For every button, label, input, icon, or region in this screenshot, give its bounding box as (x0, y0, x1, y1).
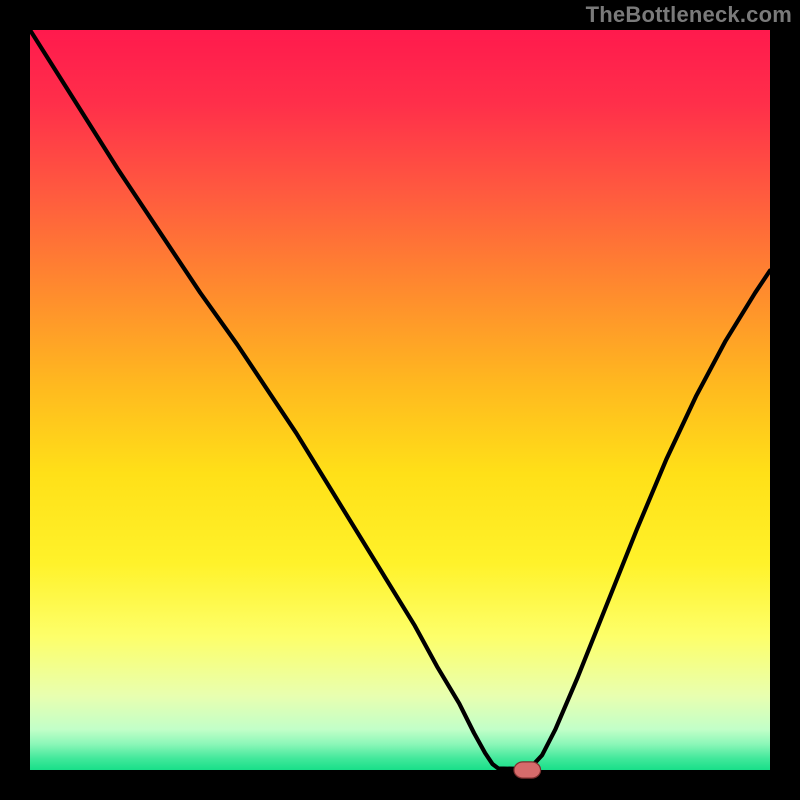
chart-background-gradient (30, 30, 770, 770)
chart-frame: TheBottleneck.com (0, 0, 800, 800)
bottleneck-chart (0, 0, 800, 800)
watermark-text: TheBottleneck.com (586, 2, 792, 28)
minimum-marker (514, 762, 541, 778)
